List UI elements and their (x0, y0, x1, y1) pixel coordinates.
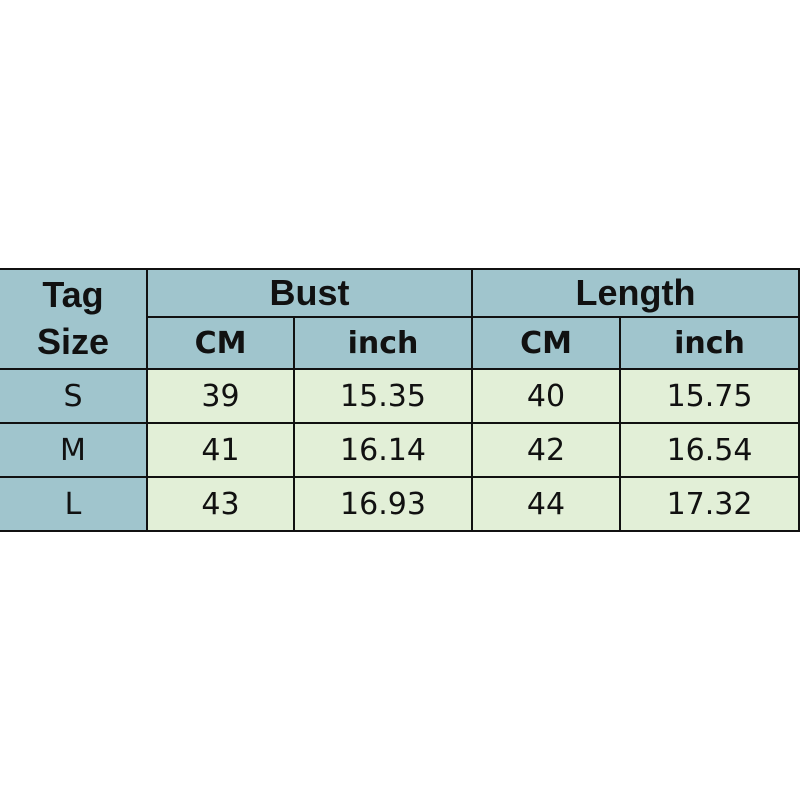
table-row: S 39 15.35 40 15.75 (0, 368, 800, 424)
bust-cm-cell: 43 (146, 476, 295, 532)
bust-cm-cell: 41 (146, 422, 295, 478)
length-cm-cell: 44 (471, 476, 621, 532)
size-cell: S (0, 368, 148, 424)
length-cm-cell: 42 (471, 422, 621, 478)
table-row: L 43 16.93 44 17.32 (0, 476, 800, 532)
size-cell: M (0, 422, 148, 478)
bust-inch-cell: 16.14 (293, 422, 473, 478)
length-inch-cell: 17.32 (618, 476, 800, 532)
bust-inch-cell: 15.35 (293, 368, 473, 424)
bust-cm-cell: 39 (146, 368, 295, 424)
bust-inch-cell: 16.93 (293, 476, 473, 532)
table-row: M 41 16.14 42 16.54 (0, 422, 800, 478)
bust-header: Bust (146, 268, 473, 318)
bust-inch-header: inch (293, 316, 473, 370)
length-cm-header: CM (471, 316, 621, 370)
length-inch-cell: 15.75 (618, 368, 800, 424)
length-cm-cell: 40 (471, 368, 621, 424)
length-inch-header: inch (618, 316, 800, 370)
length-header: Length (470, 268, 800, 318)
size-cell: L (0, 476, 148, 532)
size-chart-table: Tag Size Bust Length CM inch CM inch S 39… (0, 268, 800, 532)
tag-size-header: Tag Size (0, 268, 148, 370)
bust-cm-header: CM (147, 316, 295, 370)
length-inch-cell: 16.54 (618, 422, 800, 478)
